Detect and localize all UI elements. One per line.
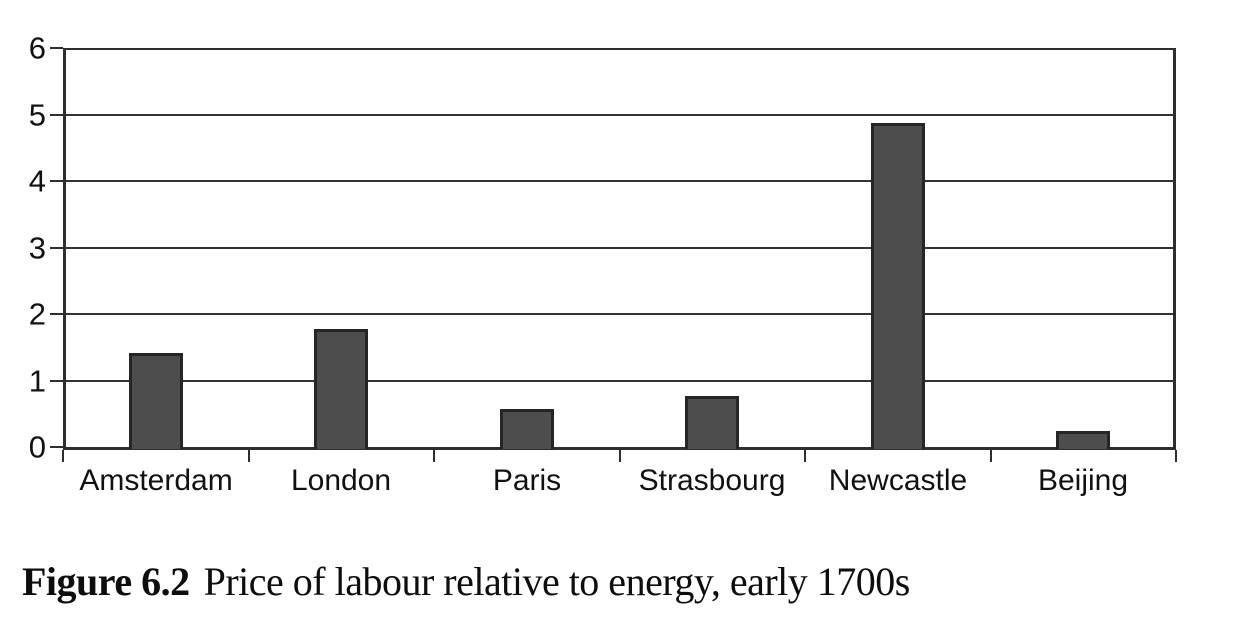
bar-newcastle xyxy=(871,123,925,449)
bar-strasbourg xyxy=(685,396,739,449)
y-axis-label-1: 1 xyxy=(28,363,46,399)
y-axis-tick-5 xyxy=(50,114,63,116)
gridline-1 xyxy=(66,380,1173,382)
y-axis-tick-3 xyxy=(50,247,63,249)
x-axis-label-strasbourg: Strasbourg xyxy=(638,464,786,497)
gridline-5 xyxy=(66,114,1173,116)
x-axis-tick xyxy=(619,450,621,462)
x-axis-tick xyxy=(1175,450,1177,462)
figure-caption: Figure 6.2 Price of labour relative to en… xyxy=(22,558,910,605)
gridline-2 xyxy=(66,313,1173,315)
y-axis-label-4: 4 xyxy=(28,163,46,199)
x-axis-tick xyxy=(433,450,435,462)
plot-area xyxy=(63,48,1176,450)
x-axis-tick xyxy=(248,450,250,462)
y-axis-label-3: 3 xyxy=(28,230,46,266)
y-axis-tick-2 xyxy=(50,313,63,315)
gridline-3 xyxy=(66,247,1173,249)
bar-beijing xyxy=(1056,431,1110,449)
x-axis-tick xyxy=(990,450,992,462)
bar-amsterdam xyxy=(129,353,183,449)
y-axis-label-2: 2 xyxy=(28,296,46,332)
gridline-4 xyxy=(66,180,1173,182)
x-axis-tick xyxy=(804,450,806,462)
x-axis-label-paris: Paris xyxy=(492,464,562,497)
x-axis-tick xyxy=(62,450,64,462)
x-axis-label-newcastle: Newcastle xyxy=(828,464,968,497)
caption-text: Price of labour relative to energy, earl… xyxy=(203,559,911,604)
y-axis-label-0: 0 xyxy=(28,429,46,465)
y-axis-label-6: 6 xyxy=(28,30,46,66)
bar-paris xyxy=(500,409,554,449)
y-axis-tick-0 xyxy=(50,446,63,448)
y-axis-tick-4 xyxy=(50,180,63,182)
x-axis-label-amsterdam: Amsterdam xyxy=(79,464,233,497)
x-axis-label-london: London xyxy=(290,464,392,497)
x-axis-label-beijing: Beijing xyxy=(1037,464,1129,497)
y-axis-tick-1 xyxy=(50,380,63,382)
y-axis-tick-6 xyxy=(50,47,63,49)
figure-number: Figure 6.2 xyxy=(22,559,190,604)
y-axis-label-5: 5 xyxy=(28,97,46,133)
bar-london xyxy=(314,329,368,449)
